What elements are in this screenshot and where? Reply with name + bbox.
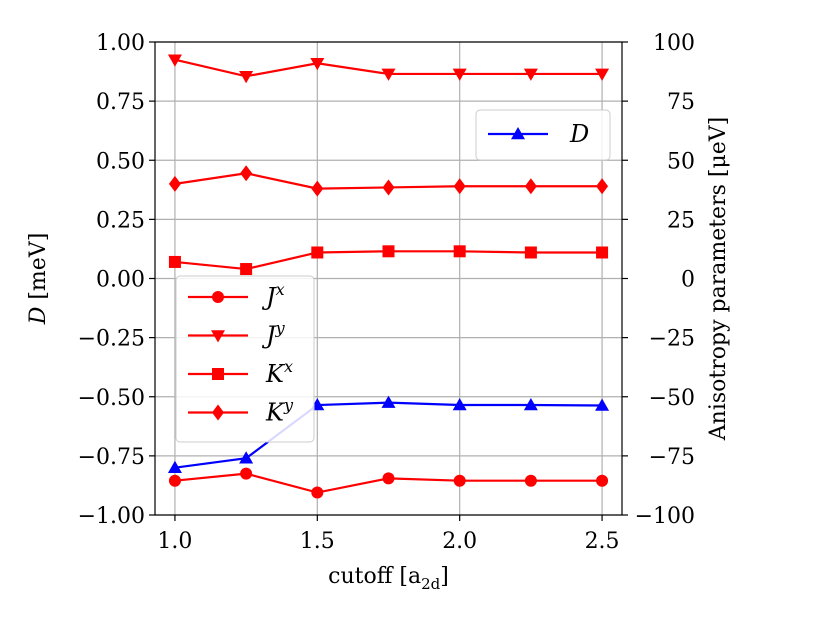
series-jx — [168, 467, 609, 499]
legend-d-marker — [511, 127, 525, 140]
data-point — [382, 179, 395, 196]
series-d — [167, 395, 610, 473]
y-left-tick-label: −0.75 — [78, 445, 145, 470]
data-point — [453, 245, 466, 258]
data-point — [453, 474, 466, 487]
data-point — [168, 255, 181, 268]
data-point — [239, 451, 254, 464]
data-point — [311, 246, 324, 259]
y-right-axis-label: Anisotropy parameters [μeV] — [706, 117, 731, 441]
y-right-tick-label: −50 — [649, 386, 695, 411]
y-right-tick-label: 75 — [667, 90, 695, 115]
data-point — [311, 486, 324, 499]
legend-entry-label: Ky — [265, 396, 294, 427]
data-point — [168, 175, 181, 192]
data-point — [381, 395, 396, 408]
y-left-tick-label: −0.25 — [78, 327, 145, 352]
y-right-tick-label: 25 — [667, 208, 695, 233]
series-layer — [167, 54, 610, 499]
data-point — [168, 474, 181, 487]
x-tick-label: 1.5 — [300, 529, 335, 554]
data-point — [382, 245, 395, 258]
x-tick-label: 1.0 — [157, 529, 192, 554]
y-left-tick-label: 0.00 — [96, 268, 145, 293]
legend-entry-marker — [212, 404, 224, 421]
x-tick-label: 2.5 — [585, 529, 620, 554]
y-right-tick-label: 50 — [667, 149, 695, 174]
data-point — [382, 472, 395, 485]
legend-entry-marker — [212, 368, 224, 380]
data-point — [524, 474, 537, 487]
legend-d-label: D — [569, 120, 589, 148]
data-point — [453, 178, 466, 195]
x-axis-label-subscript: 2d — [421, 575, 441, 593]
data-point — [167, 54, 182, 67]
y-left-axis-unit: [meV] — [26, 233, 51, 307]
y-left-tick-label: 0.50 — [96, 149, 145, 174]
y-left-axis-variable: D — [26, 306, 51, 325]
x-tick-label: 2.0 — [442, 529, 477, 554]
legend-entry-label: Kx — [265, 357, 293, 388]
ticks: 1.0 1.5 2.0 2.5 1.00 0.75 0.50 0.25 0.00 −0.25 −0.… — [78, 31, 695, 554]
y-right-tick-label: 0 — [681, 268, 695, 293]
y-left-tick-label: 0.25 — [96, 208, 145, 233]
y-left-axis-label: D [meV] — [26, 233, 51, 326]
y-left-tick-label: 1.00 — [96, 31, 145, 56]
data-point — [310, 58, 325, 71]
data-point — [523, 68, 538, 81]
series-jy — [167, 54, 610, 84]
series-ky — [168, 165, 609, 197]
x-axis-label-close: ] — [440, 564, 449, 589]
data-point — [595, 398, 610, 411]
y-right-tick-label: −25 — [649, 327, 695, 352]
data-point — [524, 246, 537, 259]
data-point — [452, 68, 467, 81]
legend-anisotropy-box — [175, 275, 315, 443]
data-point — [240, 467, 253, 480]
data-point — [596, 178, 609, 195]
data-point — [596, 246, 609, 259]
data-point — [596, 474, 609, 487]
y-left-tick-label: 0.75 — [96, 90, 145, 115]
legend-d: D — [475, 109, 611, 161]
legend-entry-marker — [211, 330, 225, 343]
data-point — [167, 460, 182, 473]
x-axis-label-text: cutoff [a — [328, 564, 421, 589]
data-point — [524, 178, 537, 195]
legend-entry-marker — [212, 291, 224, 303]
data-point — [595, 68, 610, 81]
y-right-tick-label: −100 — [635, 504, 695, 529]
data-point — [381, 68, 396, 81]
y-left-tick-label: −0.50 — [78, 386, 145, 411]
data-point — [240, 263, 253, 276]
y-left-tick-label: −1.00 — [78, 504, 145, 529]
x-axis-label: cutoff [a2d] — [328, 564, 449, 593]
series-kx — [168, 245, 609, 276]
data-point — [523, 398, 538, 411]
data-point — [240, 165, 253, 182]
data-point — [311, 180, 324, 197]
y-right-tick-label: 100 — [653, 31, 695, 56]
data-point — [452, 398, 467, 411]
y-right-tick-label: −75 — [649, 445, 695, 470]
data-point — [239, 71, 254, 84]
